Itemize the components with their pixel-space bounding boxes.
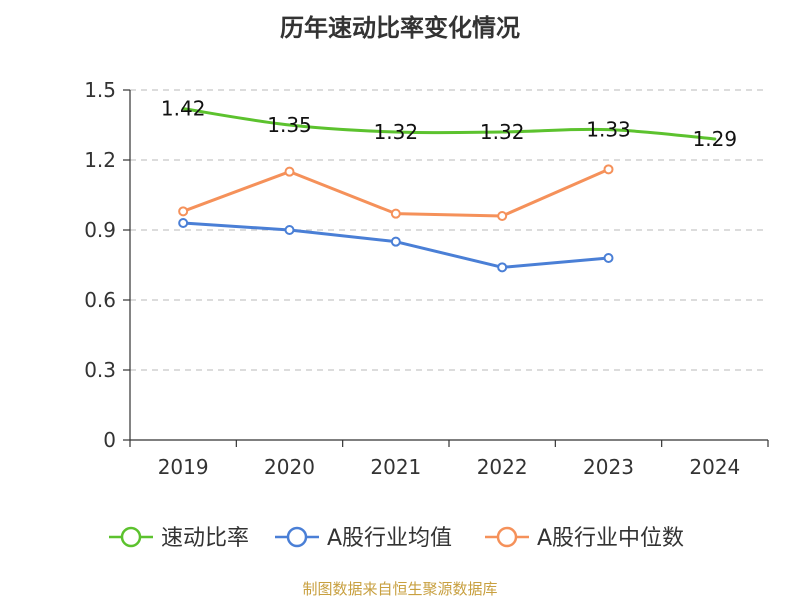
grid-lines	[130, 89, 768, 371]
legend-marker	[120, 526, 142, 548]
legend-item[interactable]: A股行业中位数	[485, 526, 684, 551]
series-point	[603, 253, 614, 263]
series-point	[497, 262, 508, 273]
legend-item[interactable]: 速动比率	[109, 526, 249, 551]
legend-marker	[496, 526, 518, 548]
series-point	[603, 164, 614, 175]
y-tick-label: 1.5	[84, 78, 116, 102]
chart-title: 历年速动比率变化情况	[280, 14, 520, 42]
source-note: 制图数据来自恒生聚源数据库	[302, 580, 498, 598]
x-tick-label: 2024	[689, 455, 740, 479]
data-label: 1.42	[161, 97, 206, 121]
legend-label: A股行业均值	[327, 526, 452, 551]
legend-label: 速动比率	[161, 526, 249, 551]
data-label: 1.35	[267, 113, 312, 137]
data-label: 1.29	[693, 127, 738, 151]
y-tick-label: 1.2	[84, 148, 116, 172]
legend-marker	[286, 526, 308, 548]
axes: 0 0.3 0.6 0.9 1.2 1.5 2019 2020 2021 2022 2023 2024	[84, 78, 769, 479]
legend-label: A股行业中位数	[537, 526, 684, 551]
series-group	[178, 107, 717, 273]
x-tick-label: 2022	[477, 455, 528, 479]
series-point	[178, 206, 189, 217]
legend-item[interactable]: A股行业均值	[275, 526, 452, 551]
x-tick-label: 2020	[264, 455, 315, 479]
data-label: 1.33	[586, 118, 631, 142]
x-tick-label: 2021	[370, 455, 421, 479]
series-point	[390, 236, 401, 247]
y-tick-label: 0.3	[84, 358, 116, 382]
series-point	[284, 225, 295, 235]
data-label: 1.32	[374, 120, 419, 144]
data-labels: 1.42 1.35 1.32 1.32 1.33 1.29	[161, 97, 737, 151]
series-line	[181, 107, 717, 141]
data-label: 1.32	[480, 120, 525, 144]
x-tick-label: 2019	[158, 455, 209, 479]
series-point	[178, 218, 189, 228]
x-tick-label: 2023	[583, 455, 634, 479]
y-tick-label: 0.6	[84, 288, 116, 312]
series-point	[497, 211, 508, 221]
y-tick-label: 0.9	[84, 218, 116, 242]
y-tick-label: 0	[103, 428, 116, 452]
legend[interactable]: 速动比率 A股行业均值 A股行业中位数	[109, 526, 684, 551]
series-point	[390, 208, 401, 219]
series-point	[284, 166, 295, 177]
